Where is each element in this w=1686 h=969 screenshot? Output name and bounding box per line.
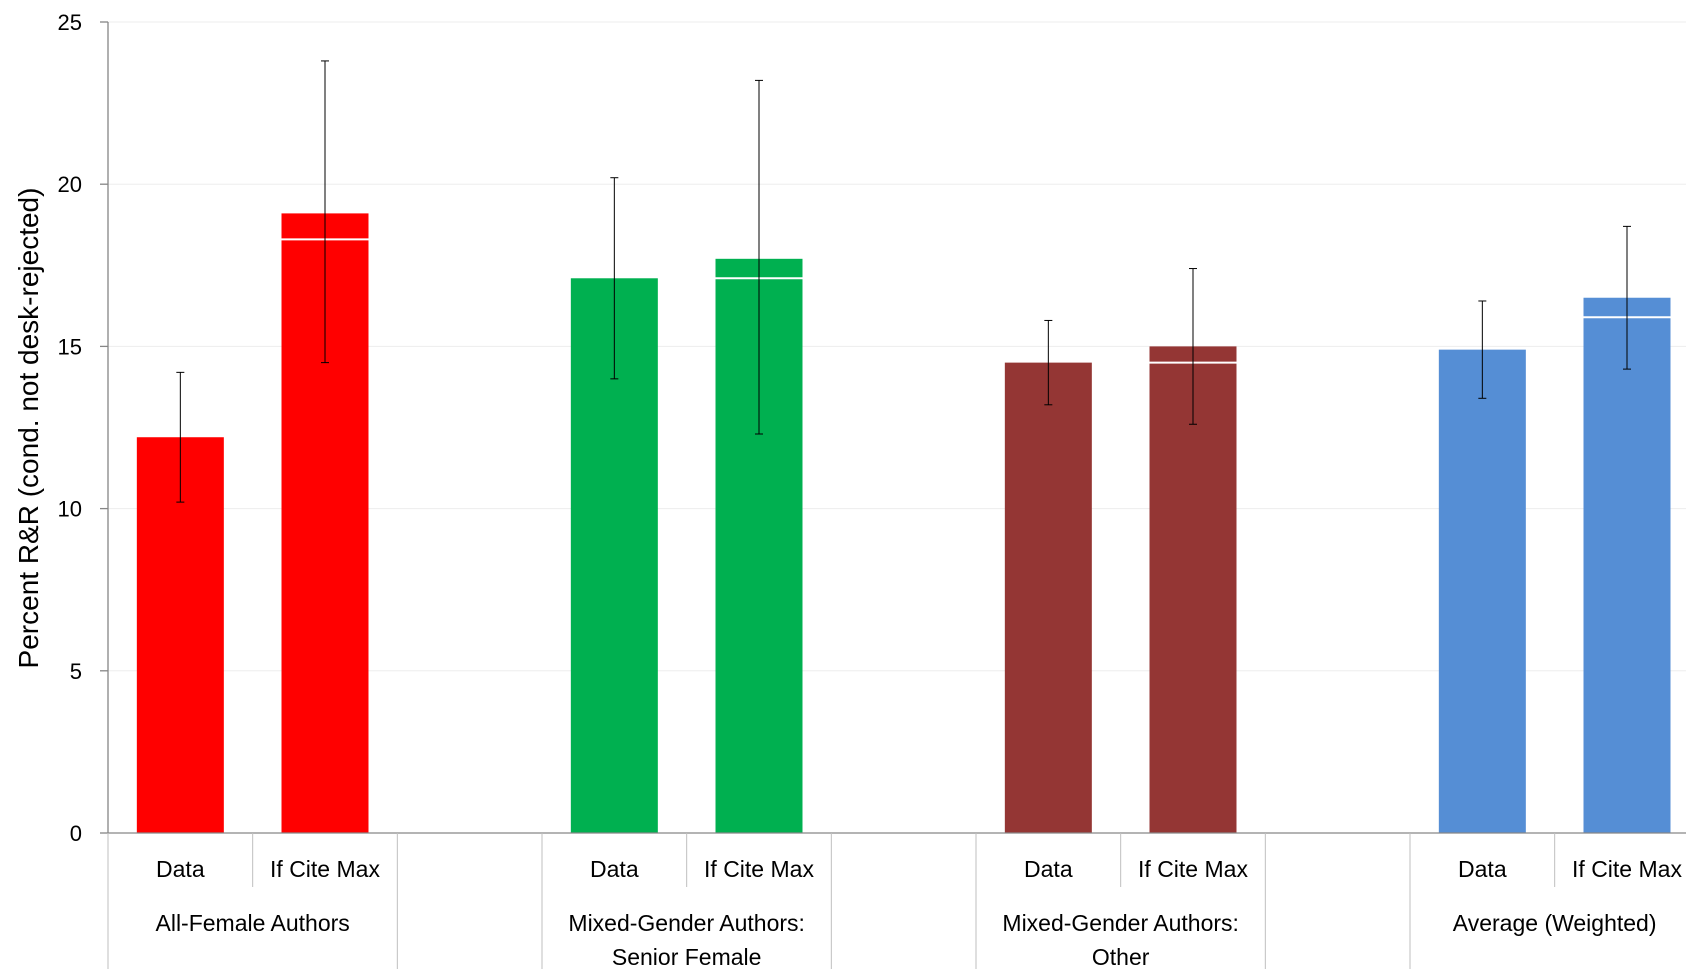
x-subcategory-label: If Cite Max <box>270 856 380 882</box>
x-subcategory-label: If Cite Max <box>1138 856 1248 882</box>
y-tick-label: 10 <box>58 497 82 522</box>
x-subcategory-label: Data <box>1024 856 1073 882</box>
x-group-label: All-Female Authors <box>156 910 350 936</box>
x-subcategory-label: If Cite Max <box>1572 856 1682 882</box>
x-group-label: Mixed-Gender Authors: <box>568 910 805 936</box>
bar <box>1004 362 1092 833</box>
x-group-label: Other <box>1092 944 1150 969</box>
x-group-label: Average (Weighted) <box>1453 910 1657 936</box>
bars <box>136 60 1671 833</box>
axes <box>107 22 1686 834</box>
x-subcategory-label: Data <box>156 856 205 882</box>
y-tick-label: 15 <box>58 334 82 359</box>
bar <box>1149 346 1237 833</box>
bar <box>136 437 224 833</box>
x-subcategory-label: If Cite Max <box>704 856 814 882</box>
bar <box>1583 297 1671 833</box>
y-axis-title: Percent R&R (cond. not desk-rejected) <box>13 188 44 669</box>
y-tick-label: 25 <box>58 10 82 35</box>
x-subcategory-label: Data <box>1458 856 1507 882</box>
y-tick-label: 5 <box>70 659 82 684</box>
x-group-label: Senior Female <box>612 944 762 969</box>
x-category-labels: Data If Cite Max All-Female Authors Data If … <box>107 833 1682 969</box>
y-tick-label: 0 <box>70 821 82 846</box>
x-group-label: Mixed-Gender Authors: <box>1002 910 1239 936</box>
gridlines <box>108 21 1686 672</box>
y-tick-label: 20 <box>58 172 82 197</box>
y-ticks: 0 5 10 15 20 25 <box>58 10 108 846</box>
x-subcategory-label: Data <box>590 856 639 882</box>
bar <box>1438 349 1526 833</box>
